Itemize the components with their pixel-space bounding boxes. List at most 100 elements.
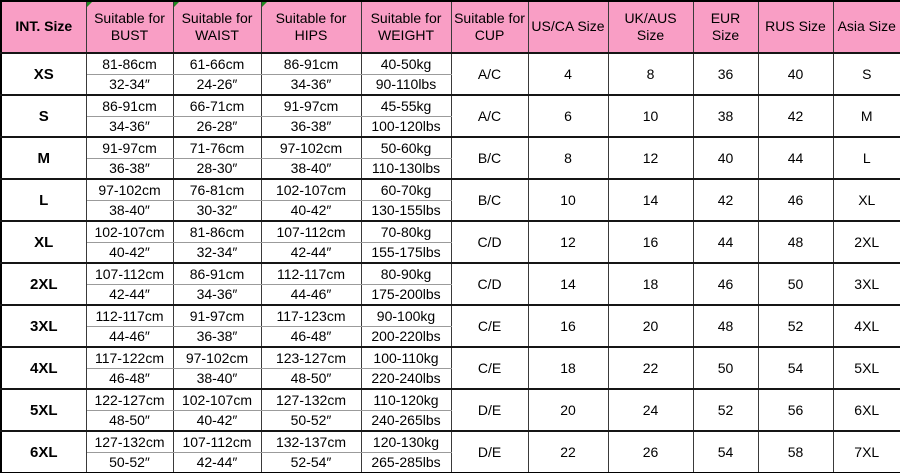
header-row: INT. Size Suitable for BUST Suitable for… [0, 0, 900, 54]
us-ca-size-cell: 20 [527, 388, 609, 432]
asia-size-cell: 6XL [832, 388, 900, 432]
hips-cm-cell: 112-117cm [260, 262, 362, 285]
header-cell-cup: Suitable for CUP [450, 0, 529, 54]
table-row: 38-40″ 30-32″ 40-42″ 130-155lbs [1, 199, 900, 222]
waist-in-cell: 26-28″ [172, 115, 262, 138]
waist-in-cell: 34-36″ [172, 283, 262, 306]
weight-kg-cell: 45-55kg [360, 94, 452, 117]
us-ca-size-cell: 10 [527, 178, 609, 222]
table-row: XL 102-107cm 81-86cm 107-112cm 70-80kg C… [0, 220, 900, 264]
header-cell-hips: Suitable for HIPS [260, 0, 362, 54]
size-cell: M [0, 136, 87, 180]
header-label: Suitable for CUP [454, 9, 525, 44]
header-label: Suitable for BUST [94, 9, 165, 44]
us-ca-size-cell: 4 [527, 52, 609, 96]
weight-lbs-cell: 175-200lbs [360, 283, 452, 306]
rus-size-cell: 40 [757, 52, 834, 96]
weight-kg-cell: 80-90kg [360, 262, 452, 285]
uk-aus-size-cell: 10 [607, 94, 694, 138]
table-row: L 97-102cm 76-81cm 102-107cm 60-70kg B/C… [0, 178, 900, 222]
uk-aus-size-cell: 8 [607, 52, 694, 96]
hips-cm-cell: 132-137cm [260, 430, 362, 453]
rus-size-cell: 50 [757, 262, 834, 306]
header-cell-us-ca: US/CA Size [527, 0, 609, 54]
waist-cm-cell: 81-86cm [172, 220, 262, 243]
eur-size-cell: 50 [692, 346, 759, 390]
waist-cm-cell: 102-107cm [172, 388, 262, 411]
hips-cm-cell: 86-91cm [260, 52, 362, 75]
bust-cm-cell: 107-112cm [85, 262, 174, 285]
weight-kg-cell: 60-70kg [360, 178, 452, 201]
rus-size-cell: 48 [757, 220, 834, 264]
waist-in-cell: 32-34″ [172, 241, 262, 264]
table-row: 2XL 107-112cm 86-91cm 112-117cm 80-90kg … [0, 262, 900, 306]
waist-cm-cell: 86-91cm [172, 262, 262, 285]
weight-lbs-cell: 265-285lbs [360, 451, 452, 473]
table-header: INT. Size Suitable for BUST Suitable for… [0, 0, 900, 54]
weight-lbs-cell: 100-120lbs [360, 115, 452, 138]
size-cell: 6XL [0, 430, 87, 473]
size-cell: 4XL [0, 346, 87, 390]
eur-size-cell: 38 [692, 94, 759, 138]
bust-in-cell: 50-52″ [85, 451, 174, 473]
waist-cm-cell: 71-76cm [172, 136, 262, 159]
weight-lbs-cell: 110-130lbs [360, 157, 452, 180]
size-cell: XS [0, 52, 87, 96]
table-row: S 86-91cm 66-71cm 91-97cm 45-55kg A/C 6 … [0, 94, 900, 138]
bust-in-cell: 34-36″ [85, 115, 174, 138]
bust-cm-cell: 117-122cm [85, 346, 174, 369]
hips-in-cell: 48-50″ [260, 367, 362, 390]
table-row: 44-46″ 36-38″ 46-48″ 200-220lbs [1, 325, 900, 348]
table-row: 50-52″ 42-44″ 52-54″ 265-285lbs [1, 451, 900, 473]
us-ca-size-cell: 14 [527, 262, 609, 306]
hips-in-cell: 34-36″ [260, 73, 362, 96]
hips-in-cell: 42-44″ [260, 241, 362, 264]
size-cell: 3XL [0, 304, 87, 348]
bust-in-cell: 46-48″ [85, 367, 174, 390]
header-label: EUR Size [710, 9, 741, 44]
asia-size-cell: L [832, 136, 900, 180]
hips-in-cell: 38-40″ [260, 157, 362, 180]
size-cell: XL [0, 220, 87, 264]
asia-size-cell: 7XL [832, 430, 900, 473]
header-label: US/CA Size [531, 18, 605, 35]
cup-cell: C/E [450, 304, 529, 348]
weight-lbs-cell: 220-240lbs [360, 367, 452, 390]
table-row: 48-50″ 40-42″ 50-52″ 240-265lbs [1, 409, 900, 432]
waist-in-cell: 28-30″ [172, 157, 262, 180]
waist-cm-cell: 76-81cm [172, 178, 262, 201]
rus-size-cell: 42 [757, 94, 834, 138]
hips-in-cell: 44-46″ [260, 283, 362, 306]
eur-size-cell: 48 [692, 304, 759, 348]
eur-size-cell: 52 [692, 388, 759, 432]
rus-size-cell: 56 [757, 388, 834, 432]
asia-size-cell: XL [832, 178, 900, 222]
uk-aus-size-cell: 12 [607, 136, 694, 180]
header-cell-rus: RUS Size [757, 0, 834, 54]
cup-cell: C/D [450, 220, 529, 264]
bust-cm-cell: 91-97cm [85, 136, 174, 159]
uk-aus-size-cell: 14 [607, 178, 694, 222]
us-ca-size-cell: 8 [527, 136, 609, 180]
bust-in-cell: 42-44″ [85, 283, 174, 306]
table-row: 32-34″ 24-26″ 34-36″ 90-110lbs [1, 73, 900, 96]
waist-cm-cell: 66-71cm [172, 94, 262, 117]
eur-size-cell: 54 [692, 430, 759, 473]
weight-kg-cell: 90-100kg [360, 304, 452, 327]
hips-in-cell: 36-38″ [260, 115, 362, 138]
header-cell-weight: Suitable for WEIGHT [360, 0, 452, 54]
waist-in-cell: 38-40″ [172, 367, 262, 390]
waist-in-cell: 30-32″ [172, 199, 262, 222]
waist-in-cell: 42-44″ [172, 451, 262, 473]
bust-in-cell: 48-50″ [85, 409, 174, 432]
us-ca-size-cell: 18 [527, 346, 609, 390]
table-row: 36-38″ 28-30″ 38-40″ 110-130lbs [1, 157, 900, 180]
asia-size-cell: 4XL [832, 304, 900, 348]
asia-size-cell: 3XL [832, 262, 900, 306]
uk-aus-size-cell: 16 [607, 220, 694, 264]
waist-cm-cell: 107-112cm [172, 430, 262, 453]
waist-in-cell: 24-26″ [172, 73, 262, 96]
weight-kg-cell: 70-80kg [360, 220, 452, 243]
